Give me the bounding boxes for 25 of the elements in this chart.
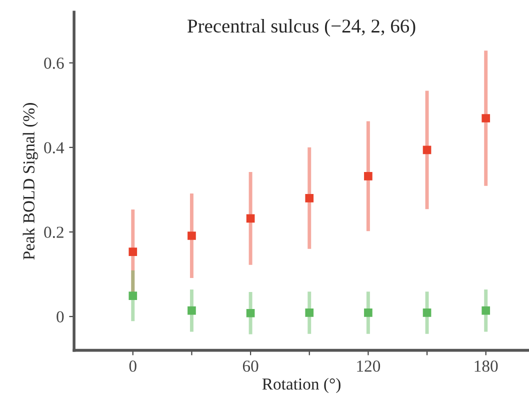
point: [482, 306, 490, 315]
point: [422, 308, 432, 317]
y-tick-label: 0.2: [44, 226, 64, 238]
point: [128, 248, 138, 256]
point: [305, 194, 314, 202]
chart-title: Precentral sulcus (−24, 2, 66): [188, 18, 416, 37]
point: [482, 114, 490, 122]
y-tick-label: 0: [56, 311, 64, 322]
y-axis-title: Peak BOLD Signal (%): [22, 103, 38, 260]
y-tick-label: 0.6: [44, 58, 64, 69]
x-tick-label: 0: [129, 360, 136, 372]
y-tick-label: 0.4: [44, 142, 64, 154]
x-tick-label: 180: [474, 360, 498, 372]
point: [188, 306, 196, 315]
point: [422, 146, 432, 154]
point: [128, 292, 138, 300]
x-axis-title: Rotation (°): [262, 378, 340, 394]
x-tick-label: 60: [242, 360, 258, 372]
point: [246, 214, 255, 223]
point: [188, 232, 196, 240]
x-tick-label: 120: [357, 360, 380, 372]
point: [305, 308, 314, 317]
point: [246, 308, 255, 318]
point: [364, 172, 372, 180]
point: [364, 308, 372, 317]
